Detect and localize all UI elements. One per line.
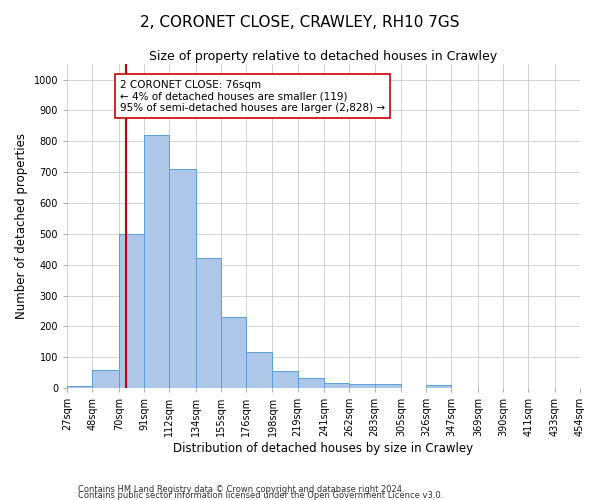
Bar: [221, 317, 246, 388]
Bar: [144, 135, 169, 388]
Bar: [67, 386, 92, 388]
X-axis label: Distribution of detached houses by size in Crawley: Distribution of detached houses by size …: [173, 442, 473, 455]
Text: Contains HM Land Registry data © Crown copyright and database right 2024.: Contains HM Land Registry data © Crown c…: [78, 484, 404, 494]
Bar: [196, 258, 221, 388]
Text: 2, CORONET CLOSE, CRAWLEY, RH10 7GS: 2, CORONET CLOSE, CRAWLEY, RH10 7GS: [140, 15, 460, 30]
Title: Size of property relative to detached houses in Crawley: Size of property relative to detached ho…: [149, 50, 497, 63]
Bar: [426, 385, 451, 388]
Bar: [169, 169, 196, 388]
Bar: [119, 234, 144, 388]
Bar: [246, 352, 272, 388]
Bar: [298, 378, 324, 388]
Text: Contains public sector information licensed under the Open Government Licence v3: Contains public sector information licen…: [78, 491, 443, 500]
Y-axis label: Number of detached properties: Number of detached properties: [15, 133, 28, 319]
Bar: [324, 383, 349, 388]
Bar: [272, 371, 298, 388]
Bar: [92, 370, 119, 388]
Bar: [374, 384, 401, 388]
Bar: [349, 384, 374, 388]
Text: 2 CORONET CLOSE: 76sqm
← 4% of detached houses are smaller (119)
95% of semi-det: 2 CORONET CLOSE: 76sqm ← 4% of detached …: [120, 80, 385, 113]
